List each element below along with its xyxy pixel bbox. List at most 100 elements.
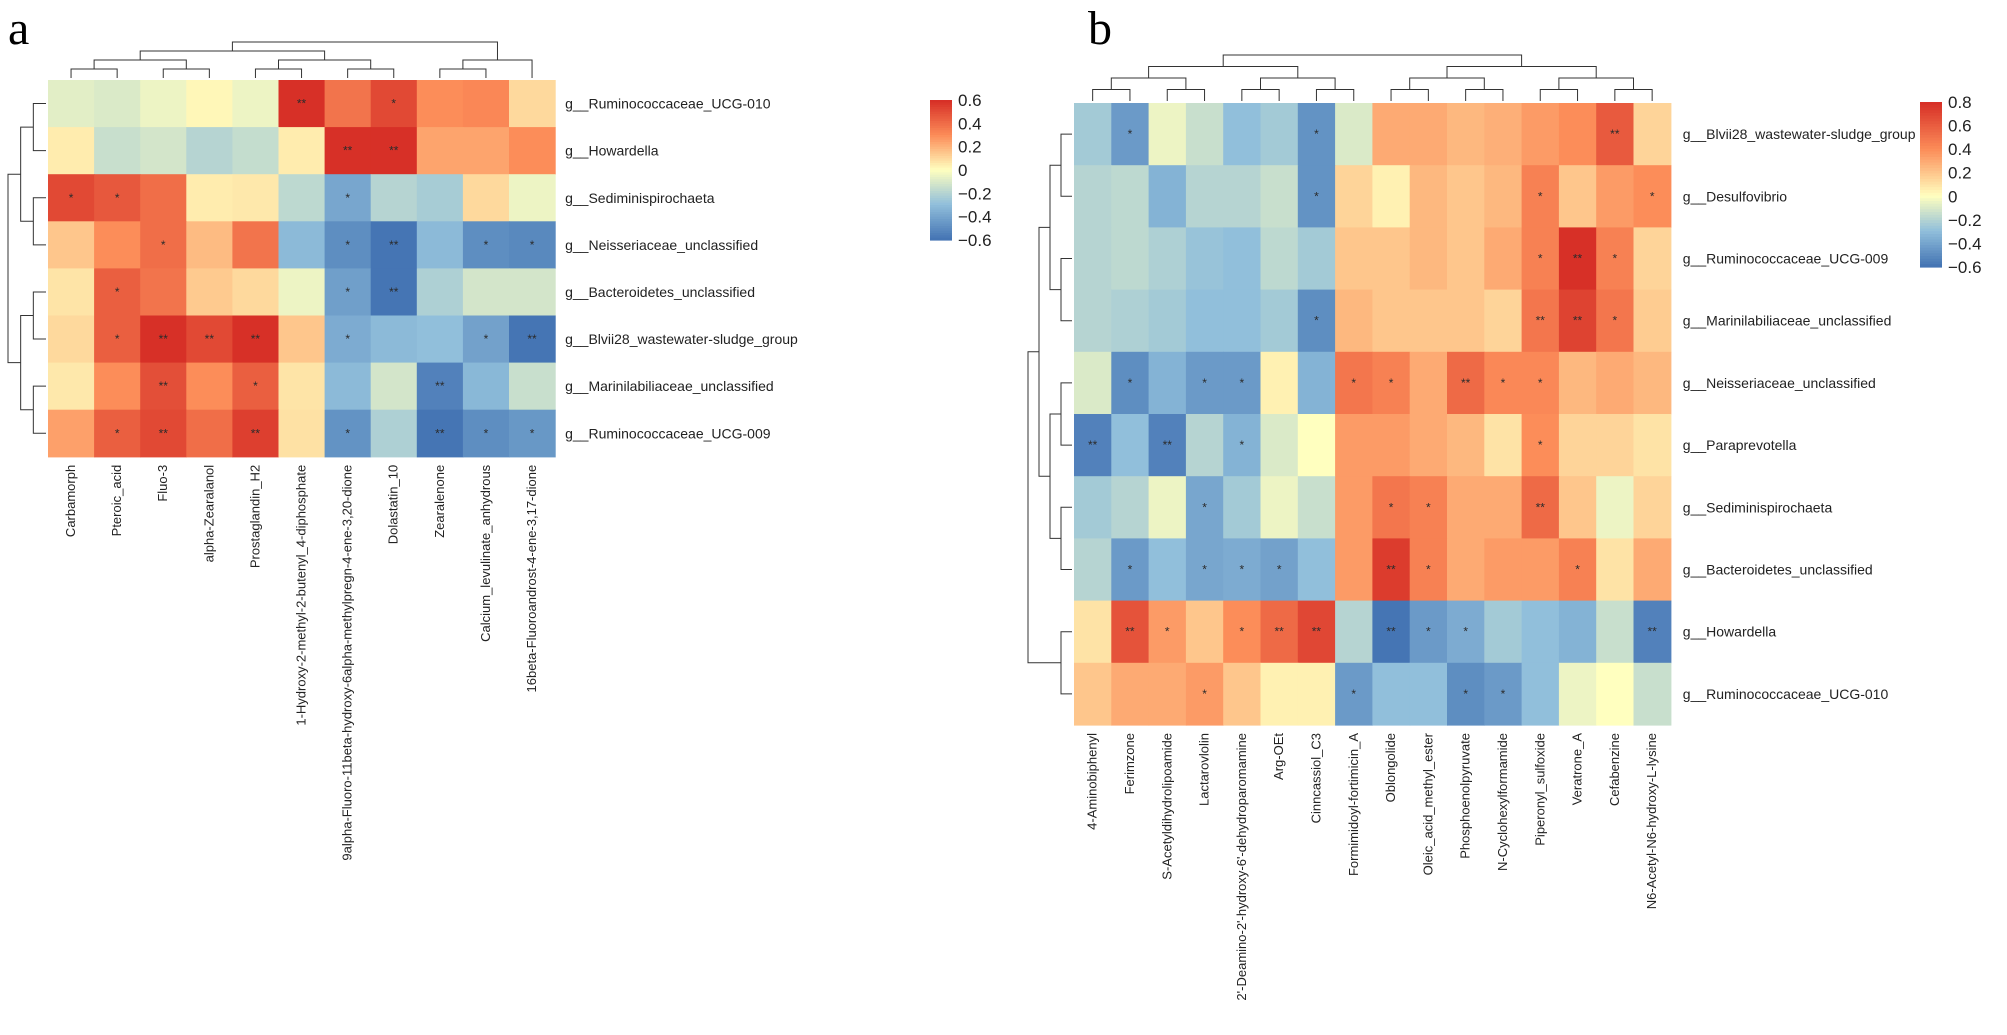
heatmap-cell xyxy=(1558,538,1597,602)
colorbar-segment xyxy=(1920,245,1942,249)
colorbar-segment xyxy=(1920,154,1942,158)
colorbar-segment xyxy=(930,186,952,190)
heatmap-cell xyxy=(1484,538,1523,602)
significance-marker: ** xyxy=(205,332,215,346)
heatmap-cell xyxy=(1223,227,1262,291)
heatmap-cell xyxy=(324,174,372,222)
significance-marker: * xyxy=(1351,687,1356,701)
column-label: Formimidoyl-fortimicin_A xyxy=(1346,733,1361,876)
heatmap-cell xyxy=(232,315,280,364)
significance-marker: * xyxy=(1575,563,1580,577)
heatmap-cell xyxy=(1372,227,1411,291)
heatmap-cell xyxy=(462,174,510,222)
colorbar-segment xyxy=(930,235,952,239)
heatmap-cell xyxy=(1111,289,1150,353)
colorbar-segment xyxy=(930,200,952,204)
significance-marker: * xyxy=(1389,376,1394,390)
significance-marker: * xyxy=(1426,563,1431,577)
heatmap-cell xyxy=(324,221,372,269)
colorbar-segment xyxy=(1920,212,1942,216)
colorbar-segment xyxy=(1920,247,1942,252)
heatmap-cell xyxy=(1447,351,1485,415)
heatmap-cell xyxy=(1111,351,1150,415)
column-dendrogram-branch xyxy=(1110,77,1187,90)
heatmap-cell xyxy=(416,80,464,128)
heatmap-cell xyxy=(186,174,233,222)
column-dendrogram-branch xyxy=(1148,66,1299,78)
heatmap-cell xyxy=(94,268,141,317)
column-label: S-Acetyldihydrolipoamide xyxy=(1159,733,1174,880)
significance-marker: * xyxy=(253,379,258,393)
colorbar-segment xyxy=(1920,126,1942,131)
heatmap-cell xyxy=(1596,227,1635,291)
colorbar-segment xyxy=(930,132,952,136)
colorbar-segment xyxy=(930,230,952,234)
significance-marker: * xyxy=(345,332,350,346)
heatmap-cell xyxy=(48,221,95,269)
significance-marker: * xyxy=(69,191,74,205)
heatmap-cell xyxy=(1111,476,1150,539)
colorbar-segment xyxy=(930,163,952,166)
colorbar-segment xyxy=(930,205,952,208)
colorbar-segment xyxy=(930,174,952,178)
heatmap-cell xyxy=(370,80,418,128)
colorbar-segment xyxy=(930,207,952,211)
heatmap-cell xyxy=(278,221,326,269)
colorbar-segment xyxy=(930,151,952,155)
colorbar-segment xyxy=(1920,113,1942,117)
heatmap-cell xyxy=(1558,289,1597,353)
heatmap-cell xyxy=(509,221,556,269)
significance-marker: ** xyxy=(1274,625,1284,639)
colorbar-tick-label: 0 xyxy=(1948,187,1957,206)
colorbar-segment xyxy=(1920,242,1942,246)
colorbar-segment xyxy=(930,114,952,117)
colorbar-segment xyxy=(930,107,952,110)
heatmap-cell xyxy=(1558,600,1597,664)
column-dendrogram-branch xyxy=(70,68,118,78)
heatmap-cell xyxy=(1596,351,1635,415)
significance-marker: ** xyxy=(1088,438,1098,452)
heatmap-cell xyxy=(1074,538,1112,602)
colorbar-segment xyxy=(930,219,952,222)
colorbar-segment xyxy=(1920,162,1942,166)
colorbar-segment xyxy=(1920,159,1942,164)
heatmap-cell xyxy=(1633,538,1672,602)
heatmap-cell xyxy=(48,268,95,317)
heatmap-cell xyxy=(1185,538,1224,602)
heatmap-cell xyxy=(416,221,464,269)
significance-marker: * xyxy=(484,332,489,346)
heatmap-cell xyxy=(1596,289,1635,353)
column-label: N-Cyclohexylformamide xyxy=(1495,733,1510,871)
heatmap-cell xyxy=(232,80,280,128)
colorbar-segment xyxy=(930,228,952,232)
heatmap-cell xyxy=(140,409,187,458)
significance-marker: ** xyxy=(1163,438,1173,452)
colorbar-segment xyxy=(1920,253,1942,257)
heatmap-cell xyxy=(1596,476,1635,539)
row-label: g__Sediminispirochaeta xyxy=(1683,499,1833,515)
significance-marker: ** xyxy=(389,238,399,252)
row-dendrogram-branch xyxy=(1027,351,1061,664)
heatmap-cell xyxy=(278,362,326,411)
heatmap-cell xyxy=(1372,662,1411,726)
row-label: g__Marinilabiliaceae_unclassified xyxy=(1683,313,1892,329)
heatmap-cell xyxy=(324,80,372,128)
heatmap-cell xyxy=(232,268,280,317)
heatmap-cell xyxy=(1484,227,1523,291)
heatmap-cell xyxy=(1335,538,1373,602)
heatmap-cell xyxy=(1185,165,1224,228)
significance-marker: ** xyxy=(1461,376,1471,390)
colorbar-segment xyxy=(1920,107,1942,111)
heatmap-cell xyxy=(1260,538,1299,602)
heatmap-cell xyxy=(140,268,187,317)
heatmap-cell xyxy=(1484,165,1523,228)
significance-marker: * xyxy=(345,426,350,440)
colorbar-segment xyxy=(1920,231,1942,235)
colorbar-tick-label: −0.6 xyxy=(1948,258,1982,277)
row-label: g__Ruminococcaceae_UCG-010 xyxy=(565,96,771,112)
column-dendrogram-branch xyxy=(1222,54,1523,67)
heatmap-cell xyxy=(1484,600,1523,664)
row-dendrogram-branch xyxy=(1060,133,1072,197)
column-dendrogram-branch xyxy=(439,68,487,78)
significance-marker: ** xyxy=(1647,625,1657,639)
